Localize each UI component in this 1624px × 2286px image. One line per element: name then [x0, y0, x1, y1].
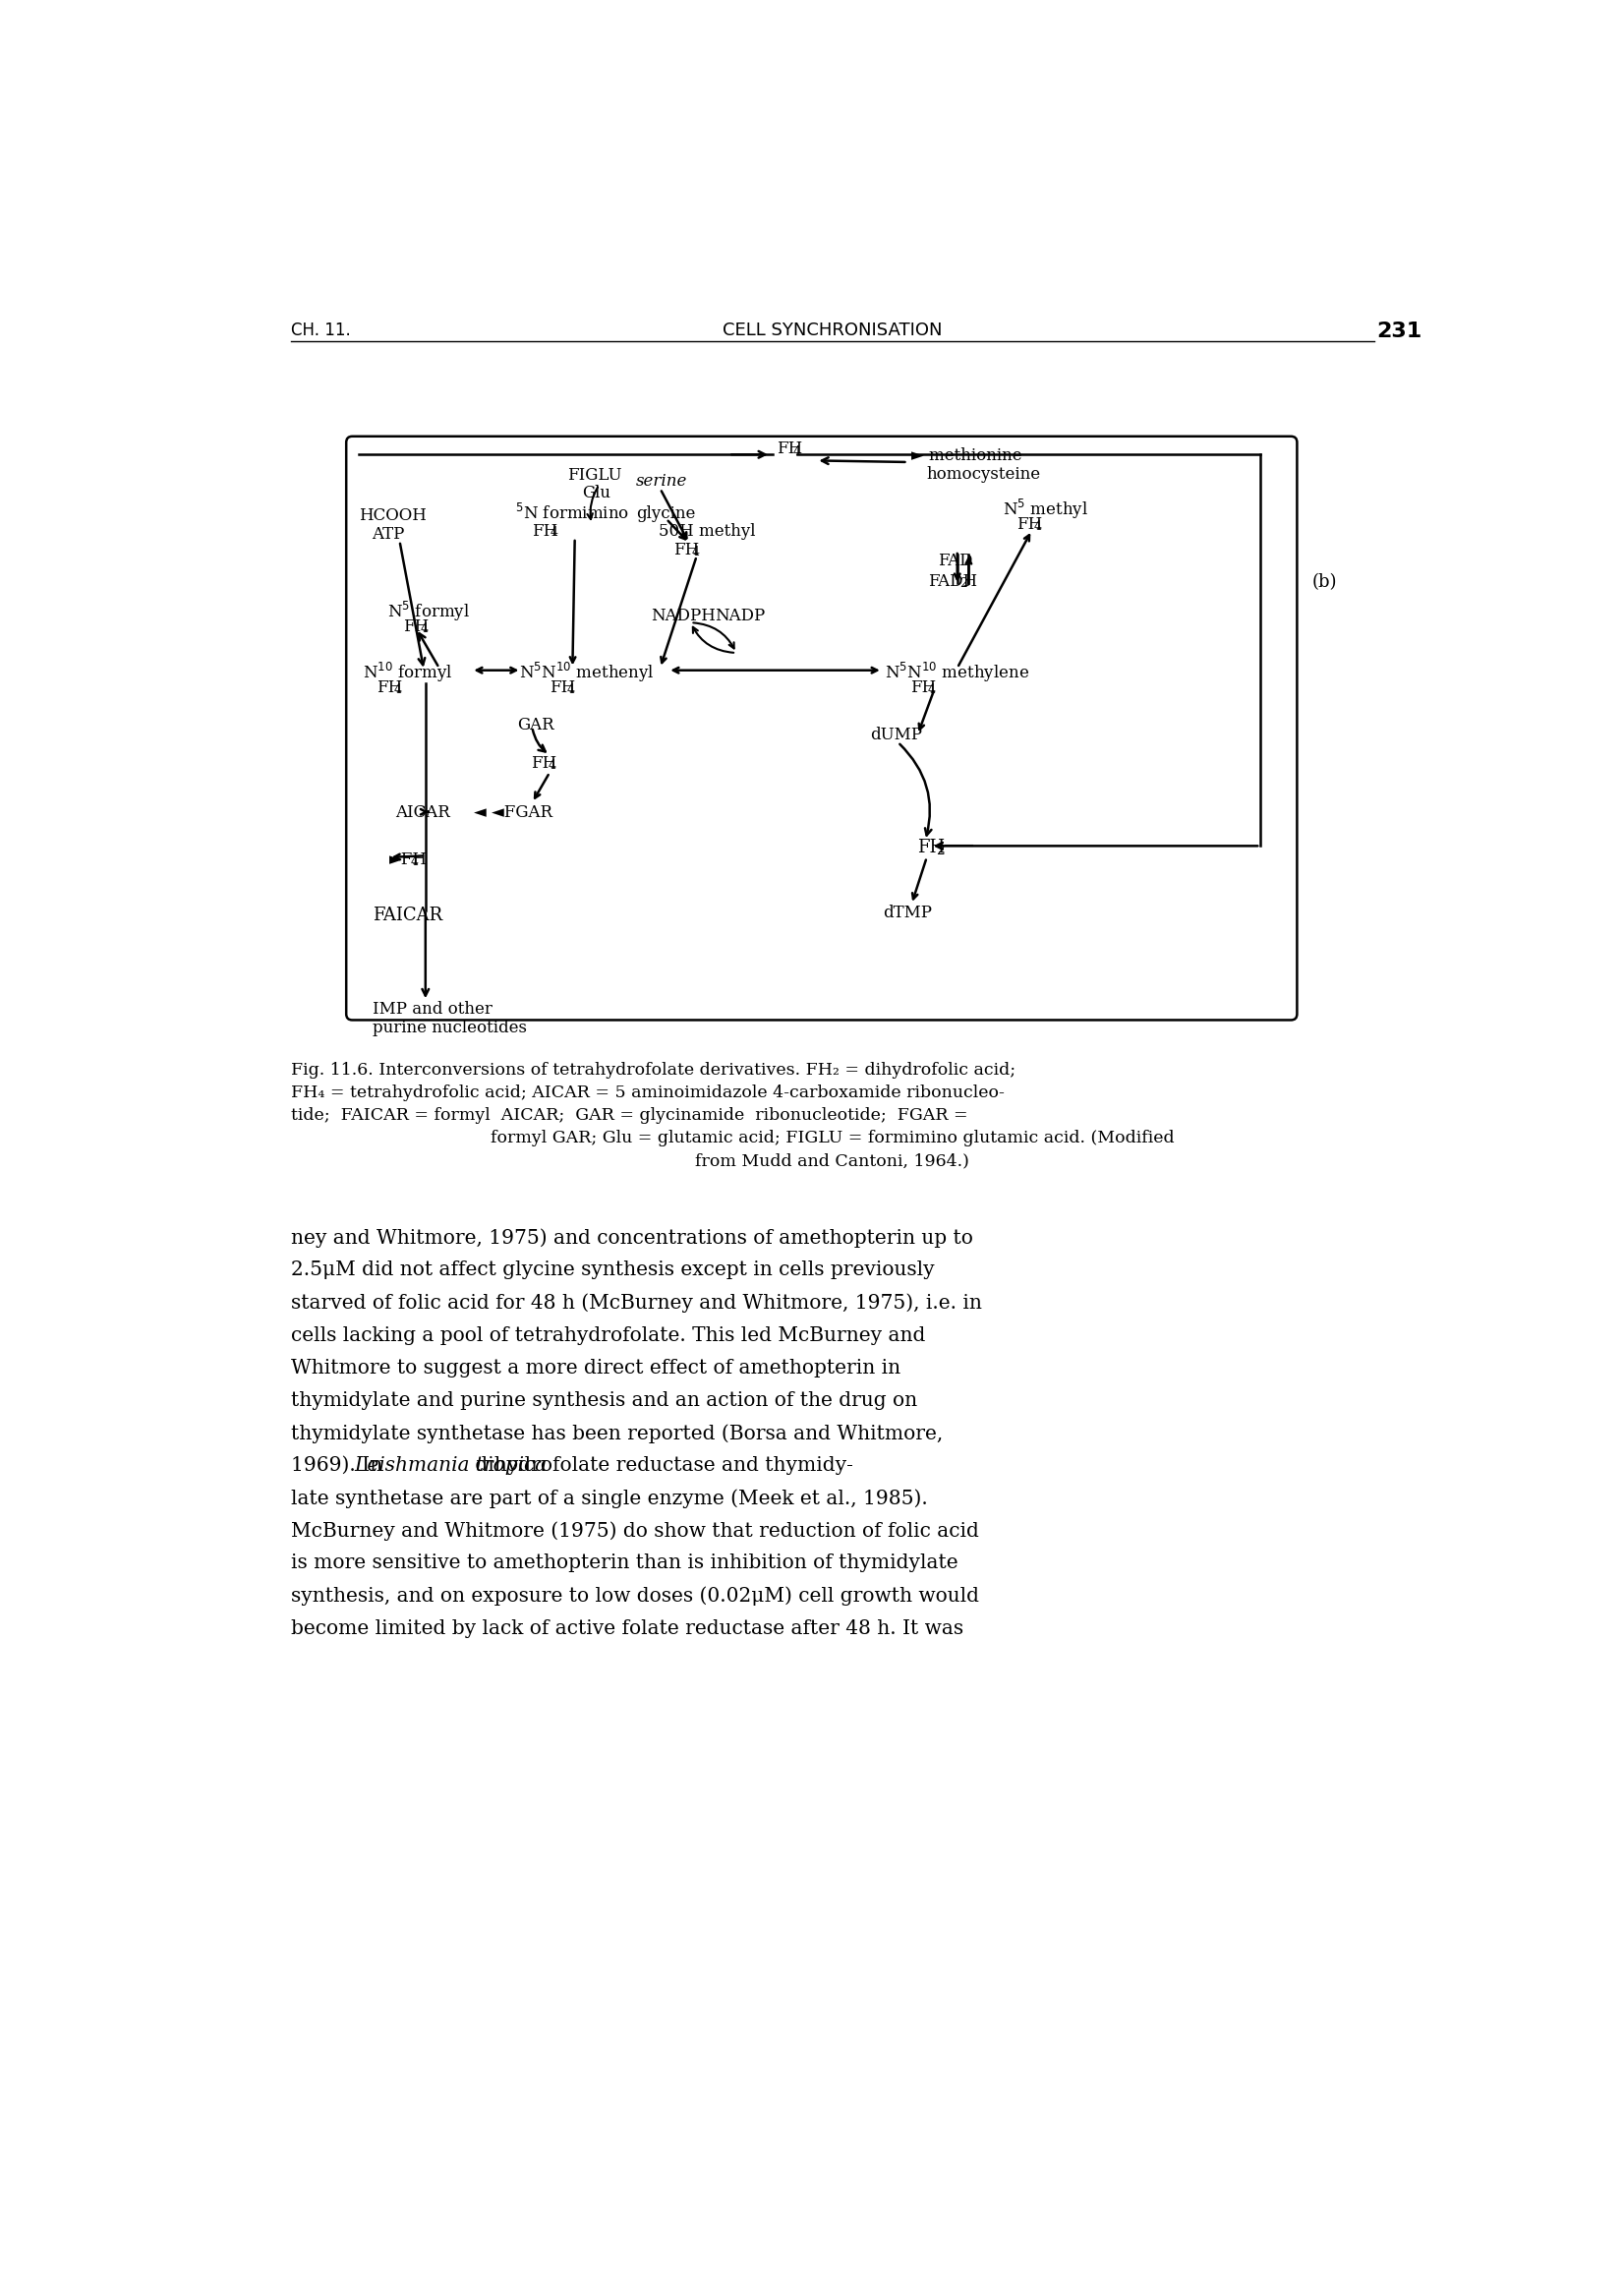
- Text: FH: FH: [1017, 517, 1043, 533]
- Text: $^5$N formimino: $^5$N formimino: [515, 503, 630, 523]
- Text: FADH: FADH: [929, 574, 978, 590]
- Text: 50H methyl: 50H methyl: [659, 523, 755, 539]
- Text: dihydrofolate reductase and thymidy-: dihydrofolate reductase and thymidy-: [469, 1456, 853, 1474]
- Text: CH. 11.: CH. 11.: [291, 322, 351, 338]
- Text: glycine: glycine: [635, 505, 695, 521]
- Text: 4: 4: [549, 759, 555, 773]
- Text: HCOOH: HCOOH: [359, 507, 427, 523]
- Text: 2.5μM did not affect glycine synthesis except in cells previously: 2.5μM did not affect glycine synthesis e…: [291, 1262, 934, 1280]
- Text: IMP and other: IMP and other: [372, 1001, 492, 1017]
- Text: FH: FH: [533, 523, 559, 539]
- Text: FH: FH: [377, 679, 403, 695]
- Text: Fig. 11.6. Interconversions of tetrahydrofolate derivatives. FH₂ = dihydrofolic : Fig. 11.6. Interconversions of tetrahydr…: [291, 1061, 1015, 1079]
- Text: 4: 4: [411, 855, 417, 869]
- Text: FH: FH: [531, 754, 557, 773]
- Text: homocysteine: homocysteine: [927, 466, 1041, 482]
- Text: FIGLU: FIGLU: [567, 466, 622, 485]
- Text: FH: FH: [403, 620, 429, 636]
- Text: 4: 4: [692, 546, 700, 558]
- Text: CELL SYNCHRONISATION: CELL SYNCHRONISATION: [723, 322, 942, 338]
- Text: FH: FH: [909, 679, 935, 695]
- Text: 4: 4: [395, 684, 403, 695]
- Text: N$^5$ formyl: N$^5$ formyl: [388, 599, 469, 624]
- Text: Whitmore to suggest a more direct effect of amethopterin in: Whitmore to suggest a more direct effect…: [291, 1358, 900, 1376]
- Text: FH: FH: [776, 441, 802, 457]
- Text: N$^5$N$^{10}$ methylene: N$^5$N$^{10}$ methylene: [885, 661, 1030, 684]
- Text: FH: FH: [918, 839, 945, 855]
- Text: from Mudd and Cantoni, 1964.): from Mudd and Cantoni, 1964.): [695, 1152, 970, 1168]
- Text: tide;  FAICAR = formyl  AICAR;  GAR = glycinamide  ribonucleotide;  FGAR =: tide; FAICAR = formyl AICAR; GAR = glyci…: [291, 1106, 968, 1125]
- Text: serine: serine: [635, 473, 687, 489]
- Text: FH: FH: [674, 542, 700, 558]
- Text: 2: 2: [935, 844, 945, 857]
- Text: 2: 2: [960, 576, 968, 590]
- Text: (b): (b): [1312, 574, 1337, 592]
- Text: 1969). In: 1969). In: [291, 1456, 388, 1474]
- Text: AICAR: AICAR: [395, 805, 450, 821]
- Text: McBurney and Whitmore (1975) do show that reduction of folic acid: McBurney and Whitmore (1975) do show tha…: [291, 1520, 979, 1541]
- Text: thymidylate and purine synthesis and an action of the drug on: thymidylate and purine synthesis and an …: [291, 1390, 918, 1410]
- Text: ney and Whitmore, 1975) and concentrations of amethopterin up to: ney and Whitmore, 1975) and concentratio…: [291, 1228, 973, 1248]
- Text: become limited by lack of active folate reductase after 48 h. It was: become limited by lack of active folate …: [291, 1618, 963, 1637]
- Text: Glu: Glu: [583, 485, 611, 501]
- Text: Leishmania tropica: Leishmania tropica: [354, 1456, 547, 1474]
- Text: 231: 231: [1376, 322, 1421, 341]
- Text: 4: 4: [567, 684, 575, 695]
- Text: synthesis, and on exposure to low doses (0.02μM) cell growth would: synthesis, and on exposure to low doses …: [291, 1586, 979, 1605]
- Text: ATP: ATP: [372, 526, 404, 544]
- Text: N$^5$ methyl: N$^5$ methyl: [1004, 498, 1088, 521]
- Text: ◄ ◄FGAR: ◄ ◄FGAR: [474, 805, 552, 821]
- Text: dUMP: dUMP: [869, 727, 922, 743]
- Text: ► methionine: ► methionine: [911, 448, 1021, 464]
- Text: ►FH: ►FH: [390, 850, 429, 869]
- Text: N$^{10}$ formyl: N$^{10}$ formyl: [364, 661, 453, 684]
- Text: NADP: NADP: [715, 608, 765, 624]
- Text: dTMP: dTMP: [882, 905, 932, 921]
- Text: cells lacking a pool of tetrahydrofolate. This led McBurney and: cells lacking a pool of tetrahydrofolate…: [291, 1326, 926, 1344]
- Text: late synthetase are part of a single enzyme (Meek et al., 1985).: late synthetase are part of a single enz…: [291, 1488, 927, 1509]
- Text: FAICAR: FAICAR: [372, 908, 442, 924]
- Text: N$^5$N$^{10}$ methenyl: N$^5$N$^{10}$ methenyl: [520, 661, 654, 684]
- Text: NADPH: NADPH: [651, 608, 716, 624]
- Text: 4: 4: [793, 446, 801, 457]
- Text: 4: 4: [551, 526, 559, 539]
- Text: starved of folic acid for 48 h (McBurney and Whitmore, 1975), i.e. in: starved of folic acid for 48 h (McBurney…: [291, 1294, 981, 1312]
- Text: purine nucleotides: purine nucleotides: [372, 1020, 526, 1038]
- Text: thymidylate synthetase has been reported (Borsa and Whitmore,: thymidylate synthetase has been reported…: [291, 1424, 942, 1442]
- Text: FH₄ = tetrahydrofolic acid; AICAR = 5 aminoimidazole 4-carboxamide ribonucleo-: FH₄ = tetrahydrofolic acid; AICAR = 5 am…: [291, 1084, 1004, 1102]
- Text: 4: 4: [1034, 521, 1043, 533]
- Text: 4: 4: [421, 622, 429, 636]
- Text: GAR: GAR: [516, 718, 554, 734]
- Text: FAD: FAD: [939, 553, 973, 569]
- Text: FH: FH: [549, 679, 575, 695]
- Text: is more sensitive to amethopterin than is inhibition of thymidylate: is more sensitive to amethopterin than i…: [291, 1554, 958, 1573]
- Text: 4: 4: [927, 684, 935, 695]
- Text: formyl GAR; Glu = glutamic acid; FIGLU = formimino glutamic acid. (Modified: formyl GAR; Glu = glutamic acid; FIGLU =…: [490, 1129, 1174, 1148]
